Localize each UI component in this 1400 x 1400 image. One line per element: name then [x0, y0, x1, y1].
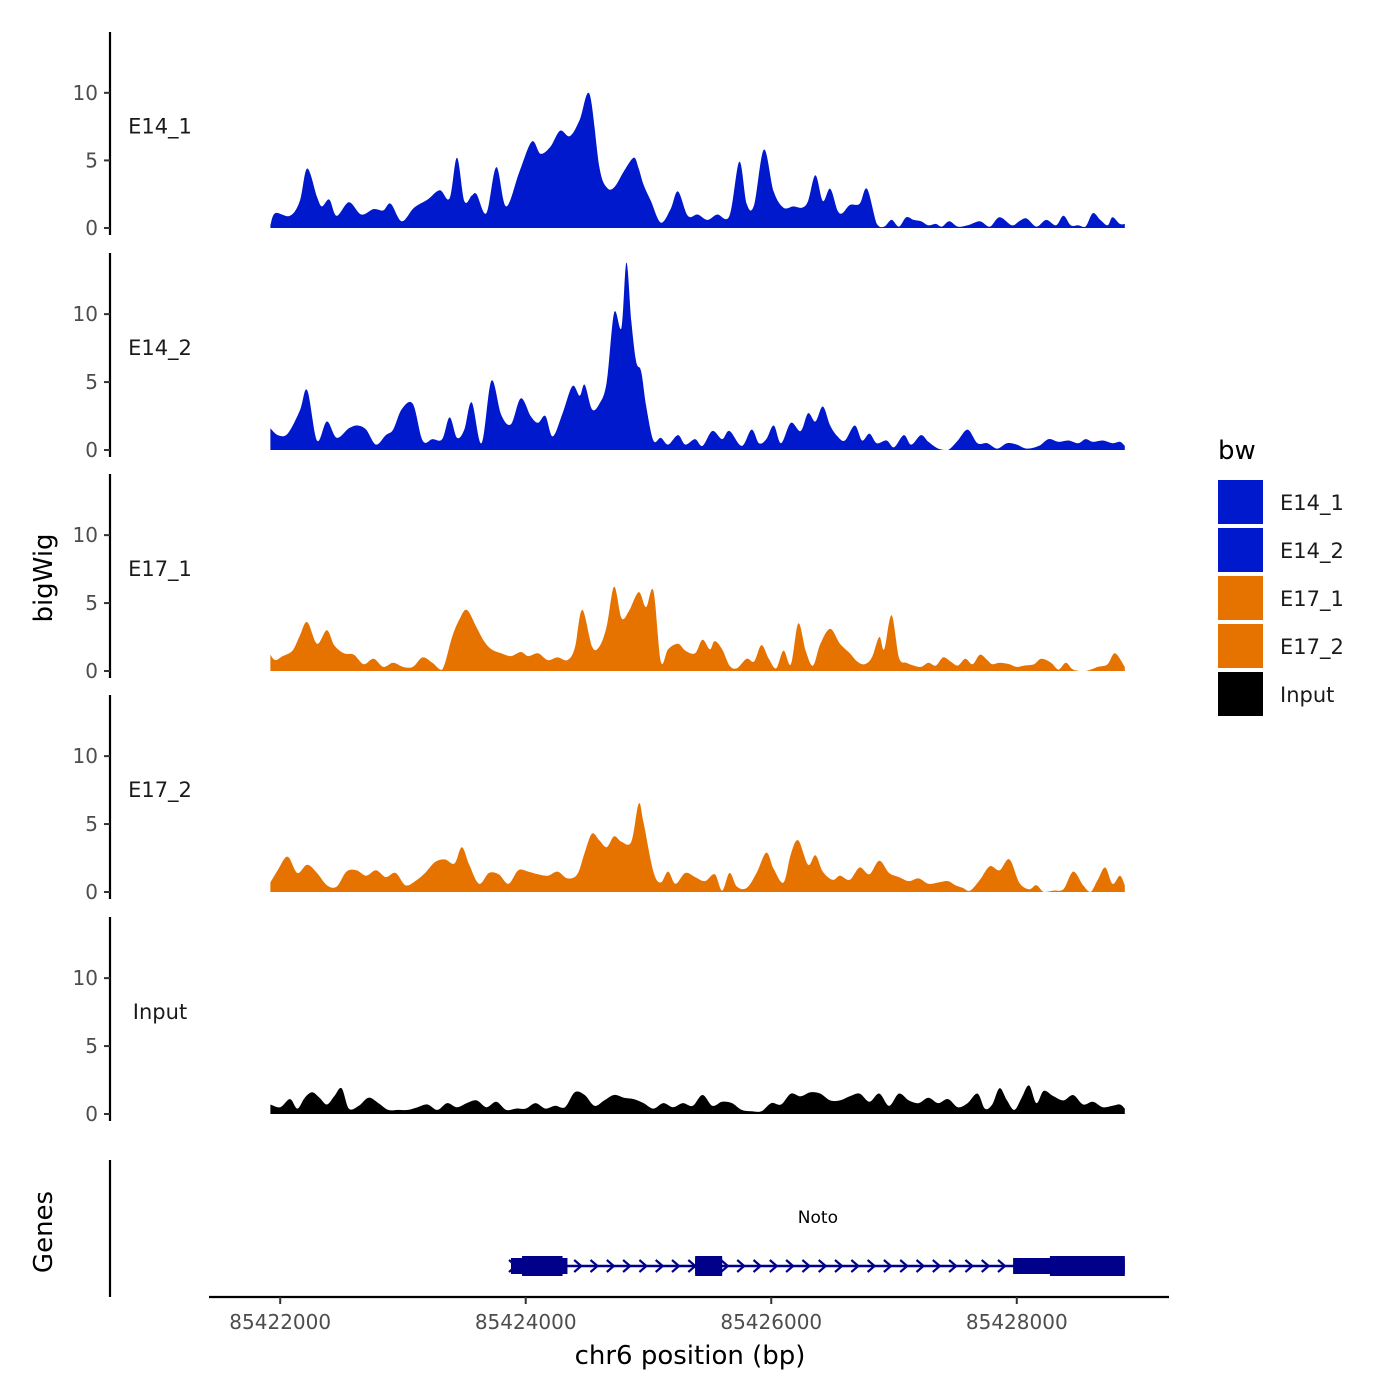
gene-cds	[1049, 1256, 1125, 1276]
strand-arrow	[801, 1259, 812, 1273]
y-tick-label: 10	[73, 81, 98, 105]
strand-arrow	[622, 1259, 632, 1273]
y-tick-label: 5	[85, 1034, 98, 1058]
strand-arrow	[997, 1259, 1007, 1273]
strand-arrow	[964, 1259, 975, 1273]
strand-arrow	[980, 1259, 991, 1273]
legend-item: E14_2	[1218, 528, 1344, 572]
gene-cds	[522, 1256, 563, 1276]
strand-arrow	[589, 1259, 600, 1273]
genes-axis-title: Genes	[29, 1191, 59, 1273]
legend: bw E14_1 E14_2 E17_1 E17_2 Input	[1218, 436, 1344, 716]
strand-arrow	[752, 1259, 763, 1273]
y-tick-label: 10	[73, 744, 98, 768]
strand-arrow	[573, 1259, 583, 1273]
track-input: 0 5 10 Input	[73, 917, 1125, 1126]
strand-arrow	[720, 1259, 730, 1273]
signal-area	[270, 92, 1125, 229]
y-tick-label: 10	[73, 523, 98, 547]
legend-title: bw	[1218, 436, 1256, 466]
y-tick-label: 0	[85, 1102, 98, 1126]
strand-arrow	[899, 1259, 909, 1273]
y-tick-label: 10	[73, 302, 98, 326]
strand-arrow	[736, 1259, 746, 1273]
legend-items: E14_1 E14_2 E17_1 E17_2 Input	[1218, 480, 1344, 716]
x-tick-label: 85422000	[229, 1310, 331, 1334]
gene-cds	[695, 1256, 723, 1276]
track-label: E17_1	[128, 557, 192, 582]
legend-swatch	[1218, 528, 1263, 572]
y-tick-label: 0	[85, 880, 98, 904]
legend-swatch	[1218, 624, 1263, 668]
x-tick-label: 85426000	[720, 1310, 822, 1334]
track-e14-2: 0 5 10 E14_2	[73, 253, 1125, 462]
strand-arrow	[769, 1259, 779, 1273]
signal-tracks: 0 5 10 E14_1 0 5 10 E14_2 0 5 10 E17_1 0 5 10 E17_2 0 5 10…	[73, 32, 1125, 1126]
y-tick-label: 5	[85, 370, 98, 394]
signal-area	[270, 1085, 1125, 1114]
legend-swatch	[1218, 576, 1263, 620]
track-e14-1: 0 5 10 E14_1	[73, 32, 1125, 240]
legend-label: E17_2	[1280, 635, 1344, 660]
y-axis-title: bigWig	[29, 533, 59, 622]
x-tick-label: 85428000	[966, 1310, 1068, 1334]
gene-track: Noto	[108, 1160, 1125, 1297]
y-tick-label: 0	[85, 659, 98, 683]
strand-arrow	[654, 1259, 665, 1273]
strand-arrow	[638, 1259, 649, 1273]
strand-arrow	[606, 1259, 616, 1273]
legend-item: E17_1	[1218, 576, 1344, 620]
strand-arrow	[932, 1259, 942, 1273]
legend-swatch	[1218, 672, 1263, 716]
signal-area	[270, 586, 1125, 671]
track-e17-2: 0 5 10 E17_2	[73, 695, 1125, 904]
legend-swatch	[1218, 480, 1263, 524]
gene-label: Noto	[798, 1208, 838, 1228]
signal-area	[270, 262, 1125, 450]
y-tick-label: 10	[73, 966, 98, 990]
x-tick-label: 85424000	[475, 1310, 577, 1334]
strand-arrow	[866, 1259, 877, 1273]
legend-label: Input	[1280, 683, 1334, 707]
strand-arrow	[671, 1259, 681, 1273]
strand-arrow	[883, 1259, 893, 1273]
y-tick-label: 0	[85, 438, 98, 462]
strand-arrow	[915, 1259, 926, 1273]
y-tick-label: 5	[85, 591, 98, 615]
legend-label: E17_1	[1280, 587, 1344, 612]
track-label: E14_2	[128, 336, 192, 361]
strand-arrow	[785, 1259, 795, 1273]
legend-item: E14_1	[1218, 480, 1344, 524]
strand-arrow	[834, 1259, 844, 1273]
track-e17-1: 0 5 10 E17_1	[73, 474, 1125, 683]
strand-arrow	[817, 1259, 828, 1273]
signal-area	[270, 803, 1125, 892]
legend-item: E17_2	[1218, 624, 1344, 668]
y-tick-label: 5	[85, 812, 98, 836]
track-label: E17_2	[128, 778, 192, 803]
x-axis: 85422000 85424000 85426000 85428000	[209, 1295, 1169, 1334]
track-label: Input	[133, 1000, 187, 1024]
legend-item: Input	[1218, 672, 1334, 716]
strand-arrow	[948, 1259, 958, 1273]
y-tick-label: 5	[85, 148, 98, 172]
legend-label: E14_2	[1280, 539, 1344, 564]
legend-label: E14_1	[1280, 491, 1344, 516]
track-label: E14_1	[128, 114, 192, 139]
strand-arrow	[850, 1259, 860, 1273]
y-tick-label: 0	[85, 216, 98, 240]
x-axis-title: chr6 position (bp)	[575, 1341, 806, 1371]
